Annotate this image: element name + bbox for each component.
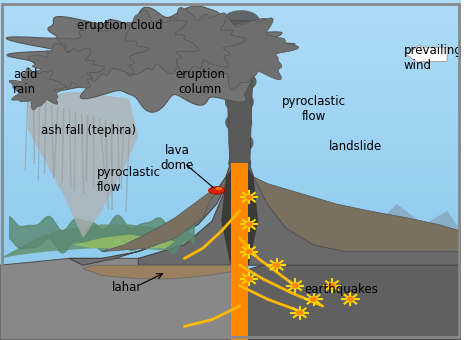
- Ellipse shape: [228, 153, 251, 173]
- Polygon shape: [254, 177, 461, 252]
- Bar: [0, 79, 461, 91]
- Bar: [0, 11, 461, 23]
- FancyArrow shape: [406, 45, 447, 64]
- Bar: [0, 91, 461, 102]
- Polygon shape: [69, 163, 235, 265]
- Ellipse shape: [225, 112, 252, 133]
- Bar: [0, 295, 461, 306]
- Polygon shape: [231, 163, 248, 340]
- Bar: [0, 181, 461, 193]
- Ellipse shape: [245, 249, 253, 255]
- Polygon shape: [240, 252, 461, 340]
- Bar: [0, 238, 461, 249]
- Ellipse shape: [273, 262, 281, 268]
- Text: prevailing
wind: prevailing wind: [403, 44, 462, 72]
- Ellipse shape: [310, 296, 318, 302]
- Polygon shape: [6, 6, 295, 112]
- Ellipse shape: [245, 194, 253, 200]
- Bar: [0, 102, 461, 113]
- Polygon shape: [313, 204, 461, 252]
- Bar: [0, 113, 461, 125]
- Polygon shape: [221, 163, 258, 265]
- Bar: [0, 306, 461, 317]
- Text: eruption
column: eruption column: [175, 68, 226, 96]
- Text: lahar: lahar: [111, 281, 142, 294]
- Text: lava
dome: lava dome: [161, 144, 194, 172]
- Polygon shape: [146, 7, 246, 74]
- Polygon shape: [9, 68, 66, 110]
- Bar: [0, 227, 461, 238]
- Bar: [0, 68, 461, 79]
- Polygon shape: [83, 265, 240, 279]
- Polygon shape: [225, 20, 255, 163]
- Text: eruption cloud: eruption cloud: [77, 19, 163, 32]
- Ellipse shape: [291, 283, 299, 289]
- Ellipse shape: [216, 187, 222, 190]
- Polygon shape: [138, 163, 461, 265]
- Polygon shape: [184, 14, 299, 90]
- Text: landslide: landslide: [328, 140, 382, 153]
- Ellipse shape: [295, 310, 304, 316]
- Ellipse shape: [245, 276, 253, 282]
- Polygon shape: [0, 258, 240, 340]
- Bar: [0, 0, 461, 11]
- Bar: [0, 170, 461, 181]
- Bar: [0, 317, 461, 329]
- Bar: [0, 34, 461, 45]
- Polygon shape: [98, 10, 199, 76]
- Ellipse shape: [209, 187, 225, 194]
- Polygon shape: [28, 44, 104, 92]
- Ellipse shape: [245, 221, 253, 227]
- Bar: [0, 57, 461, 68]
- Ellipse shape: [228, 133, 254, 153]
- Bar: [0, 159, 461, 170]
- Text: pyroclastic
flow: pyroclastic flow: [282, 95, 346, 123]
- Ellipse shape: [225, 92, 254, 112]
- Polygon shape: [27, 92, 138, 238]
- Bar: [0, 329, 461, 340]
- Text: ash fall (tephra): ash fall (tephra): [42, 124, 137, 137]
- Polygon shape: [74, 235, 175, 248]
- Bar: [0, 249, 461, 261]
- Polygon shape: [101, 184, 226, 252]
- Bar: [0, 283, 461, 295]
- Ellipse shape: [221, 31, 256, 51]
- Bar: [0, 261, 461, 272]
- Polygon shape: [57, 21, 149, 81]
- Ellipse shape: [226, 71, 256, 92]
- Ellipse shape: [328, 283, 336, 289]
- Polygon shape: [0, 224, 212, 258]
- Text: pyroclastic
flow: pyroclastic flow: [97, 166, 161, 194]
- Text: acid
rain: acid rain: [13, 68, 37, 96]
- Bar: [0, 136, 461, 147]
- Bar: [0, 272, 461, 283]
- Text: earthquakes: earthquakes: [304, 283, 378, 295]
- Bar: [0, 23, 461, 34]
- Bar: [0, 45, 461, 57]
- Ellipse shape: [223, 10, 260, 31]
- Bar: [0, 215, 461, 227]
- Bar: [0, 125, 461, 136]
- Ellipse shape: [346, 296, 355, 302]
- Bar: [0, 193, 461, 204]
- Bar: [0, 204, 461, 215]
- Ellipse shape: [222, 51, 255, 71]
- Bar: [0, 147, 461, 159]
